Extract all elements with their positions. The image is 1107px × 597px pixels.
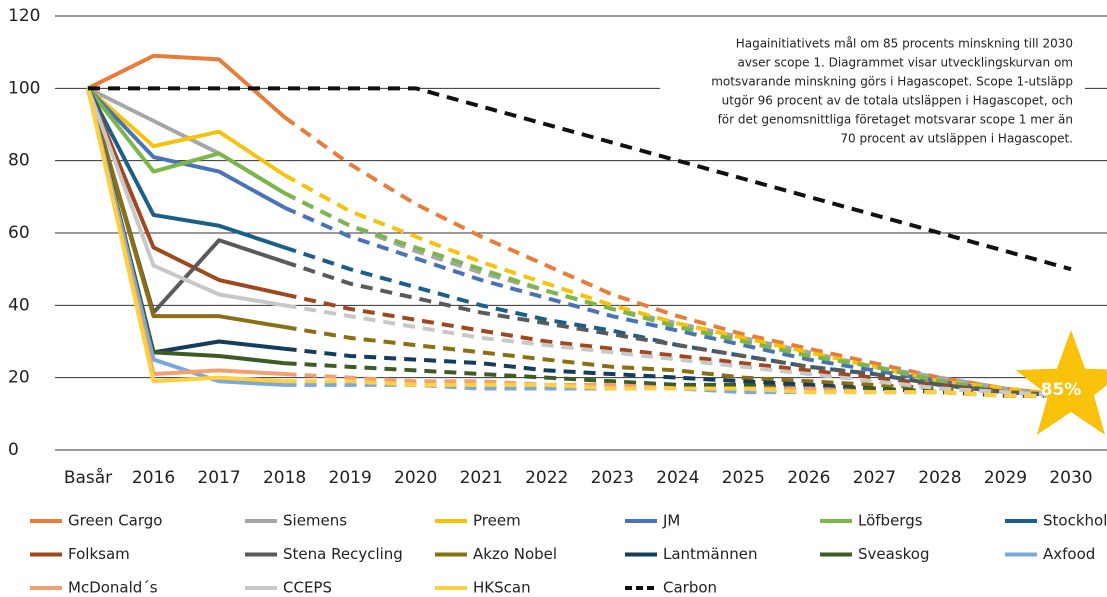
annotation-line: Hagainitiativets mål om 85 procents mins… <box>736 37 1073 51</box>
series-line <box>86 87 285 384</box>
annotation-line: för det genomsnittliga företaget motsvar… <box>718 113 1073 127</box>
series-line <box>283 260 1072 398</box>
series-line <box>284 372 1071 398</box>
x-tick-label: 2025 <box>722 468 765 488</box>
x-tick-label: Basår <box>64 467 112 488</box>
legend-label: Carbon <box>663 579 717 597</box>
y-tick-label: 100 <box>8 78 40 98</box>
x-tick-label: 2030 <box>1049 468 1092 488</box>
series-line <box>86 86 286 177</box>
legend-label: Stena Recycling <box>283 545 403 563</box>
annotation-line: motsvarande minskning görs i Hagascopet.… <box>711 75 1073 89</box>
y-tick-label: 0 <box>8 440 19 460</box>
annotation-line: 70 procent av utsläppen i Hagascopet. <box>840 132 1073 146</box>
legend-label: Folksam <box>68 545 130 563</box>
x-tick-label: 2020 <box>394 468 437 488</box>
series-line <box>88 86 1072 272</box>
series-line <box>284 346 1071 398</box>
series-line <box>284 303 1072 398</box>
legend-label: Lantmännen <box>663 545 758 563</box>
y-tick-label: 120 <box>8 6 40 26</box>
legend-label: Preem <box>473 512 521 530</box>
x-tick-label: 2021 <box>460 468 503 488</box>
series-line <box>283 115 1072 398</box>
x-tick-label: 2023 <box>591 468 634 488</box>
series-line <box>86 87 285 308</box>
y-tick-label: 40 <box>8 295 30 315</box>
y-tick-label: 20 <box>8 368 30 388</box>
legend-label: Sveaskog <box>858 545 929 563</box>
y-tick-label: 80 <box>8 151 30 171</box>
x-tick-label: 2029 <box>984 468 1027 488</box>
x-tick-label: 2026 <box>787 468 830 488</box>
series-line <box>284 379 1071 398</box>
x-tick-label: 2028 <box>918 468 961 488</box>
y-tick-label: 60 <box>8 223 30 243</box>
series-line <box>86 87 286 250</box>
legend-label: HKScan <box>473 579 531 597</box>
x-tick-label: 2018 <box>263 468 306 488</box>
x-tick-label: 2016 <box>132 468 175 488</box>
legend-label: McDonald´s <box>68 579 158 597</box>
star <box>1015 330 1107 435</box>
legend-label: Akzo Nobel <box>473 545 557 563</box>
legend-label: CCEPS <box>283 579 332 597</box>
series-line <box>86 87 286 195</box>
annotation-line: utgör 96 procent av de totala utsläppen … <box>722 94 1073 108</box>
series-line <box>283 205 1072 398</box>
series-line <box>86 87 285 377</box>
annotation: Hagainitiativets mål om 85 procents mins… <box>660 34 1085 146</box>
x-tick-label: 2027 <box>853 468 896 488</box>
annotation-bg <box>660 34 1085 146</box>
legend-label: Green Cargo <box>68 512 162 530</box>
x-tick-label: 2024 <box>656 468 699 488</box>
series-line <box>284 361 1071 398</box>
series-line <box>283 191 1072 398</box>
x-tick-label: 2017 <box>197 468 240 488</box>
legend-label: Siemens <box>283 512 347 530</box>
x-tick-label: 2022 <box>525 468 568 488</box>
legend-label: Stockholm Exergi <box>1043 512 1107 530</box>
annotation-line: avser scope 1. Diagrammet visar utveckli… <box>737 56 1073 70</box>
series-line <box>283 191 1072 398</box>
legend-label: Löfbergs <box>858 512 923 530</box>
legend-label: JM <box>662 512 680 530</box>
series-line <box>86 87 285 330</box>
x-tick-label: 2019 <box>329 468 372 488</box>
star-label: 85% <box>1041 380 1082 400</box>
legend-label: Axfood <box>1043 545 1095 563</box>
series-line <box>86 87 286 297</box>
